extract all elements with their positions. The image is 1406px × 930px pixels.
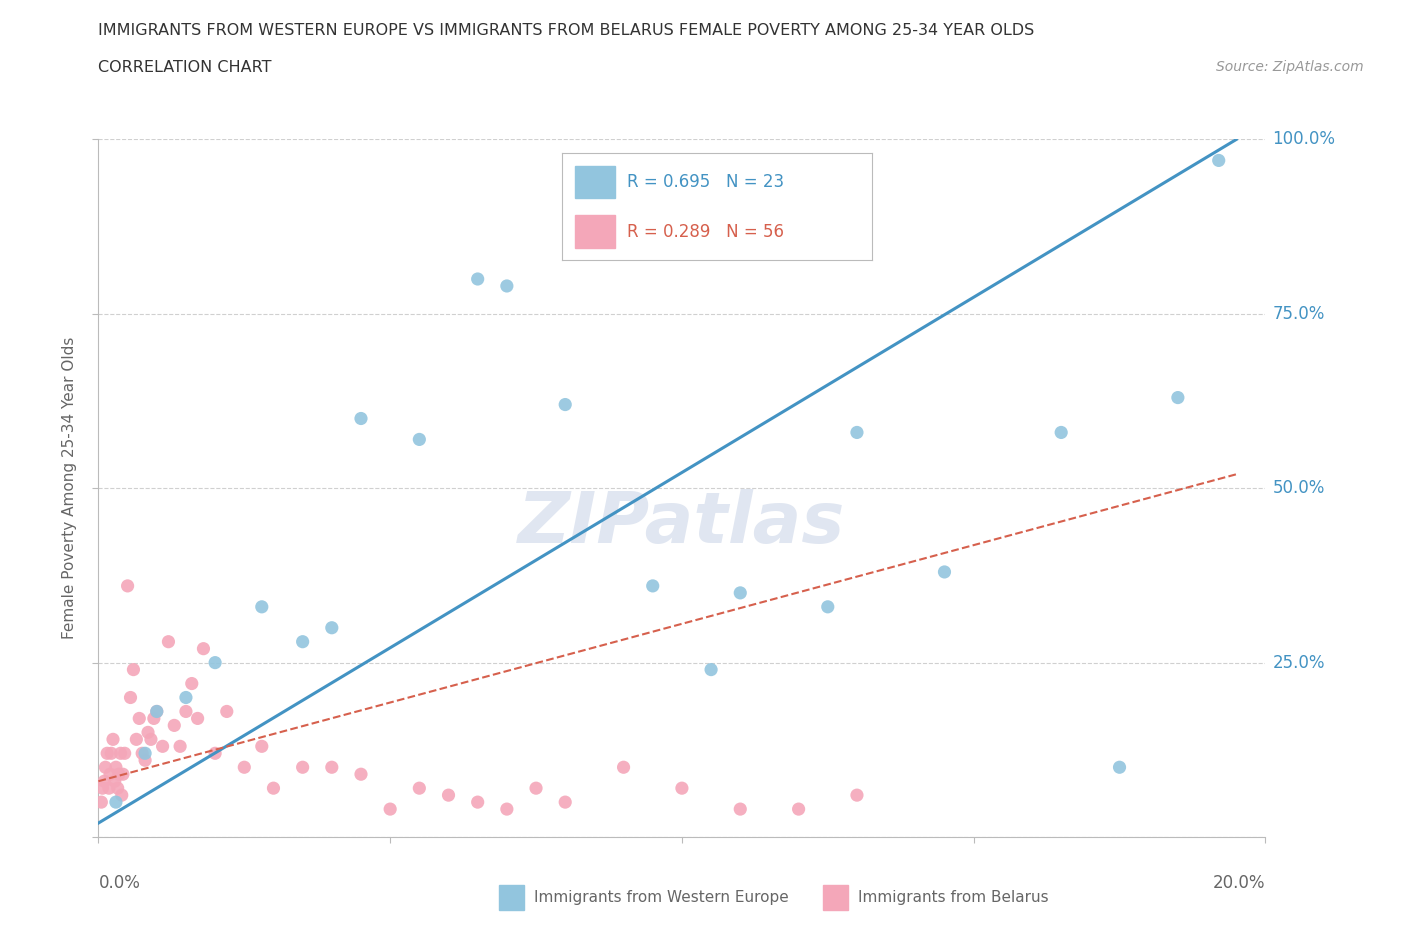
Point: [350, 411, 373, 426]
Point: [204, 655, 226, 670]
Text: Immigrants from Belarus: Immigrants from Belarus: [858, 890, 1049, 905]
Point: [96, 746, 118, 761]
Text: 75.0%: 75.0%: [1272, 305, 1324, 323]
Point: [1108, 760, 1130, 775]
Bar: [575, 166, 614, 198]
Point: [90, 794, 112, 809]
Point: [467, 272, 489, 286]
Point: [1208, 153, 1230, 167]
Text: R = 0.289   N = 56: R = 0.289 N = 56: [627, 222, 785, 241]
Point: [134, 753, 156, 768]
Point: [108, 766, 131, 781]
Point: [700, 662, 723, 677]
Point: [93, 774, 115, 789]
Point: [136, 725, 159, 740]
Point: [169, 738, 191, 753]
Point: [122, 662, 145, 677]
Point: [120, 690, 142, 705]
Point: [131, 746, 153, 761]
Point: [845, 425, 868, 440]
Text: ZIPatlas: ZIPatlas: [519, 488, 845, 558]
Point: [98, 766, 121, 781]
Text: 0.0%: 0.0%: [98, 874, 141, 892]
Point: [152, 738, 174, 753]
Point: [94, 760, 117, 775]
Y-axis label: Female Poverty Among 25-34 Year Olds: Female Poverty Among 25-34 Year Olds: [62, 337, 77, 640]
Point: [408, 432, 430, 447]
Point: [104, 760, 127, 775]
Point: [730, 802, 752, 817]
Point: [321, 760, 343, 775]
Point: [104, 794, 127, 809]
Text: R = 0.695   N = 23: R = 0.695 N = 23: [627, 173, 785, 192]
Point: [117, 578, 139, 593]
Point: [671, 781, 693, 796]
Point: [157, 634, 180, 649]
Point: [91, 781, 114, 796]
Point: [146, 704, 169, 719]
Point: [114, 746, 136, 761]
Point: [107, 781, 129, 796]
Text: CORRELATION CHART: CORRELATION CHART: [98, 60, 271, 75]
Point: [163, 718, 186, 733]
Point: [142, 711, 165, 725]
Point: [378, 802, 402, 817]
Point: [215, 704, 238, 719]
Point: [134, 746, 156, 761]
Point: [111, 788, 134, 803]
Point: [554, 794, 576, 809]
Point: [262, 781, 284, 796]
Point: [467, 794, 489, 809]
Point: [104, 774, 127, 789]
Point: [1167, 391, 1189, 405]
Point: [250, 600, 273, 615]
Point: [524, 781, 547, 796]
Point: [139, 732, 162, 747]
Point: [101, 732, 124, 747]
Point: [174, 690, 197, 705]
Bar: [575, 216, 614, 247]
Point: [180, 676, 202, 691]
Point: [187, 711, 209, 725]
Point: [641, 578, 664, 593]
Text: 50.0%: 50.0%: [1272, 479, 1324, 498]
Point: [128, 711, 150, 725]
Point: [787, 802, 810, 817]
Point: [97, 781, 120, 796]
Point: [437, 788, 460, 803]
Text: 100.0%: 100.0%: [1272, 130, 1336, 149]
Point: [233, 760, 256, 775]
Point: [125, 732, 148, 747]
Point: [291, 634, 314, 649]
Point: [554, 397, 576, 412]
Point: [934, 565, 956, 579]
Point: [100, 746, 122, 761]
Point: [730, 586, 752, 601]
Text: 25.0%: 25.0%: [1272, 654, 1324, 671]
Point: [350, 766, 373, 781]
Point: [250, 738, 273, 753]
Text: 20.0%: 20.0%: [1213, 874, 1265, 892]
Point: [495, 279, 517, 294]
Text: Immigrants from Western Europe: Immigrants from Western Europe: [534, 890, 789, 905]
Point: [174, 704, 197, 719]
Point: [845, 788, 868, 803]
Point: [291, 760, 314, 775]
Point: [193, 642, 215, 657]
Point: [1050, 425, 1073, 440]
Point: [110, 746, 132, 761]
Point: [321, 620, 343, 635]
Point: [204, 746, 226, 761]
Point: [817, 600, 839, 615]
Point: [495, 802, 517, 817]
Point: [612, 760, 634, 775]
Text: Source: ZipAtlas.com: Source: ZipAtlas.com: [1216, 60, 1364, 74]
Point: [146, 704, 169, 719]
Point: [408, 781, 430, 796]
Point: [111, 766, 134, 781]
Text: IMMIGRANTS FROM WESTERN EUROPE VS IMMIGRANTS FROM BELARUS FEMALE POVERTY AMONG 2: IMMIGRANTS FROM WESTERN EUROPE VS IMMIGR…: [98, 23, 1035, 38]
